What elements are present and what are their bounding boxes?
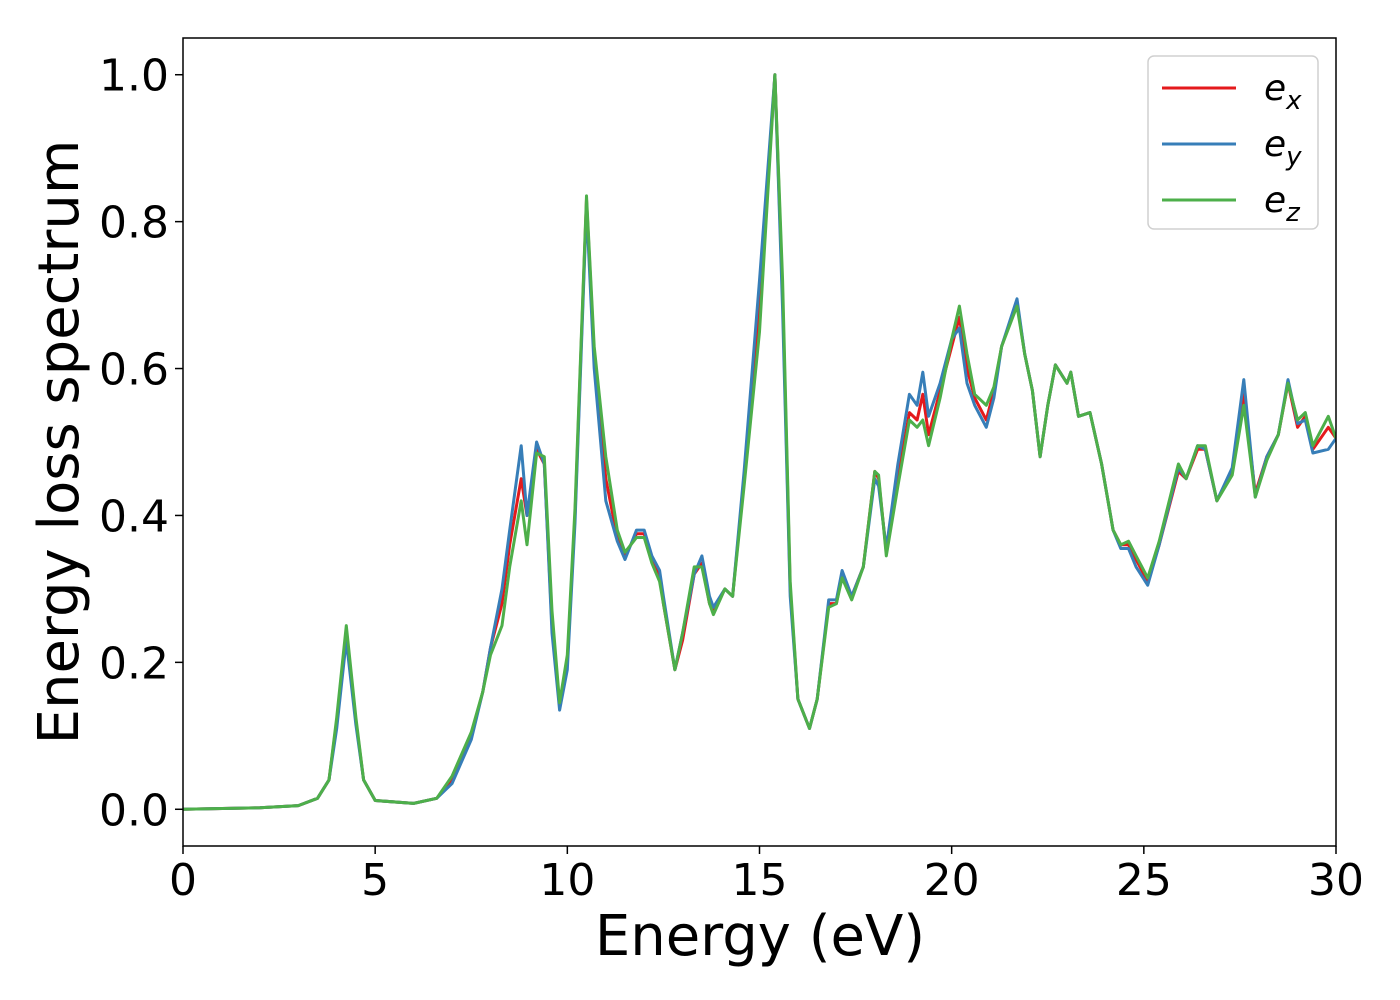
x-tick-label: 0 <box>169 855 197 906</box>
y-tick-label: 0.6 <box>99 345 169 396</box>
series-line <box>183 73 1336 811</box>
legend-label: ey <box>1264 124 1302 172</box>
y-axis-label: Energy loss spectrum <box>27 140 92 745</box>
x-tick-label: 30 <box>1308 855 1364 906</box>
x-tick-label: 5 <box>361 855 389 906</box>
legend-label: ez <box>1264 180 1301 228</box>
x-tick-label: 10 <box>539 855 595 906</box>
plot-frame <box>182 37 1337 847</box>
y-tick-label: 1.0 <box>99 51 169 102</box>
y-tick-label: 0.4 <box>99 491 169 542</box>
y-tick-label: 0.2 <box>99 638 169 689</box>
x-axis-label: Energy (eV) <box>595 904 925 969</box>
x-tick-label: 25 <box>1116 855 1172 906</box>
legend-label: ex <box>1264 68 1302 116</box>
series-line <box>183 73 1336 811</box>
series-line <box>183 73 1336 811</box>
x-tick-label: 20 <box>924 855 980 906</box>
y-tick-label: 0.8 <box>99 198 169 249</box>
y-tick-label: 0.0 <box>99 785 169 836</box>
x-tick-label: 15 <box>732 855 788 906</box>
